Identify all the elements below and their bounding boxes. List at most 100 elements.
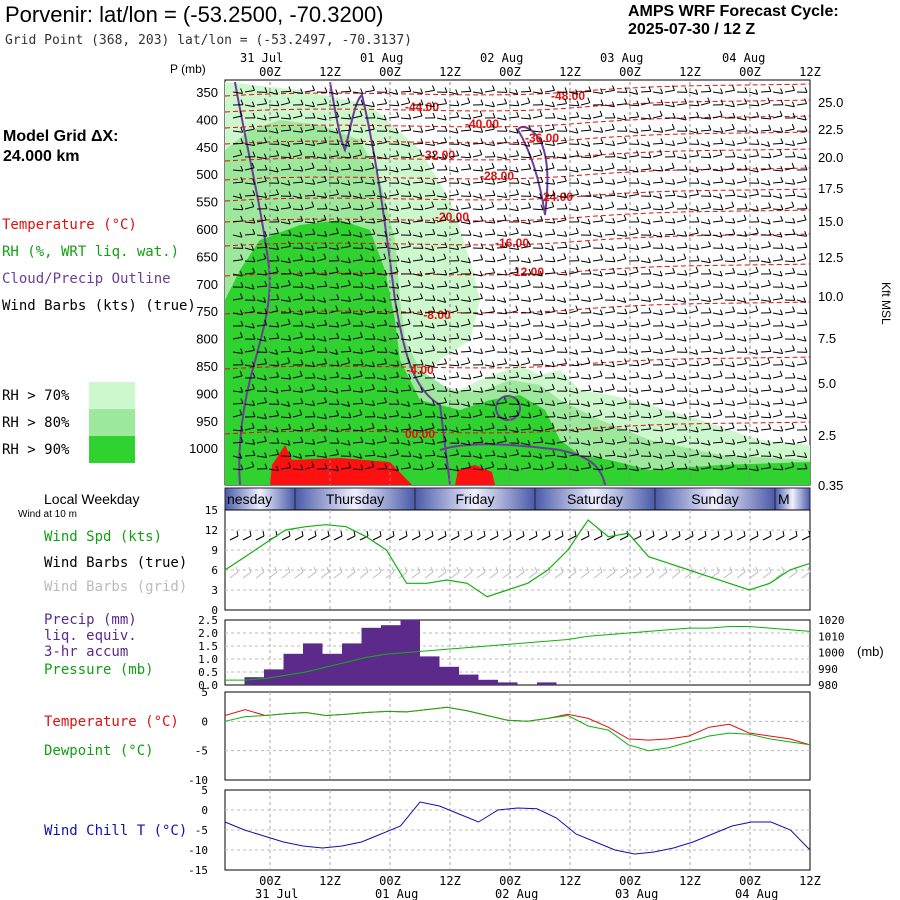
wind-barb xyxy=(412,351,423,354)
precip-bar xyxy=(381,625,401,685)
wind-barb xyxy=(688,155,699,158)
wind-barb-flag xyxy=(276,150,280,156)
wind-barb-flag xyxy=(552,112,556,119)
wind-barb-flag xyxy=(264,203,268,209)
wind-barb-flag xyxy=(432,228,436,235)
wind-barb-flag xyxy=(540,204,544,210)
wind-barb-flag xyxy=(516,189,519,195)
wind-barb xyxy=(268,247,279,250)
wind-barb xyxy=(484,466,494,470)
wind-barb xyxy=(520,156,531,159)
wind-barb-flag xyxy=(587,180,591,186)
surface-barb-flag xyxy=(665,530,668,537)
wind-barb xyxy=(520,245,531,249)
wind-barb-flag xyxy=(384,397,387,403)
wind-barb-flag xyxy=(384,203,388,209)
wind-barb-flag xyxy=(324,308,328,314)
height-ticks: 25.022.520.017.515.012.510.07.55.02.50.3… xyxy=(818,95,843,493)
wind-barb xyxy=(592,142,603,145)
wind-barb-flag xyxy=(708,152,712,158)
wind-barb-flag xyxy=(467,97,471,103)
wind-barbs-profile xyxy=(232,85,808,472)
wind-barb-flag xyxy=(491,201,495,207)
wind-barb-flag xyxy=(480,398,484,404)
wind-barb xyxy=(388,208,399,212)
wind-barb xyxy=(616,156,627,160)
wind-barb-flag xyxy=(336,438,340,444)
wind-barb xyxy=(364,89,375,93)
wind-barb xyxy=(472,234,483,238)
wind-barb-flag xyxy=(275,266,279,273)
wind-barb-flag xyxy=(600,348,604,354)
wind-barb-flag xyxy=(743,336,747,342)
wind-barb-flag xyxy=(552,85,555,91)
wind-barb-flag xyxy=(444,386,448,392)
wind-barb-flag xyxy=(696,332,700,339)
wind-barb-flag xyxy=(348,163,352,170)
top-hour: 12Z xyxy=(559,65,581,79)
wind-barb-flag xyxy=(359,110,363,117)
precip-tick: 0.0 xyxy=(198,679,218,692)
wind-barb-flag xyxy=(576,150,580,156)
wind-barb-flag xyxy=(732,267,736,274)
wind-barb-flag xyxy=(660,99,664,105)
wind-barb xyxy=(292,414,302,418)
wind-barb-flag xyxy=(312,140,316,146)
wind-barb xyxy=(232,336,243,340)
wind-barb-flag xyxy=(563,374,567,381)
wind-barb-flag xyxy=(756,371,760,378)
wind-barb xyxy=(616,377,627,381)
wind-barb-flag xyxy=(744,463,748,469)
wind-barb xyxy=(580,323,591,327)
wind-barb xyxy=(592,115,603,119)
wind-barb-flag xyxy=(384,347,388,353)
wind-barb-flag xyxy=(420,348,424,354)
wind-barb xyxy=(388,286,399,289)
wind-barb-flag xyxy=(780,204,784,210)
bottom-date: 03 Aug xyxy=(615,887,658,900)
wind-barb-flag xyxy=(755,426,759,433)
wind-barb xyxy=(532,208,543,211)
wind-barb xyxy=(352,259,363,262)
wind-barb-flag xyxy=(600,282,604,288)
wind-barb xyxy=(424,247,434,251)
wind-chill-tick: -5 xyxy=(195,824,208,837)
wind-barb xyxy=(700,245,711,249)
wind-barb xyxy=(340,143,350,147)
wind-barb-flag xyxy=(383,253,387,259)
wind-barb xyxy=(340,362,350,366)
wind-barb-flag xyxy=(251,123,255,130)
wind-barb-flag xyxy=(552,345,555,351)
wind-barb-flag xyxy=(552,179,556,185)
wind-barb-flag xyxy=(660,254,664,260)
precip-bar xyxy=(420,656,440,685)
wind-barb xyxy=(496,117,507,121)
wind-barb-flag xyxy=(803,214,807,221)
wind-barb-flag xyxy=(563,435,567,442)
wind-barb xyxy=(544,194,555,197)
wind-barb-flag xyxy=(419,110,423,117)
wind-barb xyxy=(796,401,807,405)
wind-barb-flag xyxy=(432,411,436,417)
wind-barb-flag xyxy=(359,232,363,238)
wind-barb xyxy=(652,375,663,379)
wind-barb-flag xyxy=(239,232,243,238)
wind-barb xyxy=(520,284,531,288)
wind-barb-flag xyxy=(756,360,760,366)
wind-barb xyxy=(340,156,351,159)
wind-barb-flag xyxy=(683,153,687,159)
top-hour: 00Z xyxy=(739,65,761,79)
wind-barb-flag xyxy=(251,361,255,367)
wind-barb xyxy=(796,103,807,106)
wind-barb-flag xyxy=(768,191,772,197)
wind-barb xyxy=(544,388,555,392)
wind-barb-flag xyxy=(491,422,495,429)
wind-barb-flag xyxy=(564,452,568,458)
wind-barb-flag xyxy=(744,397,747,403)
wind-barb-flag xyxy=(672,400,676,406)
wind-barb xyxy=(460,143,470,147)
wind-barb xyxy=(784,286,795,290)
wind-barb xyxy=(616,141,627,145)
wind-barb xyxy=(520,362,530,366)
